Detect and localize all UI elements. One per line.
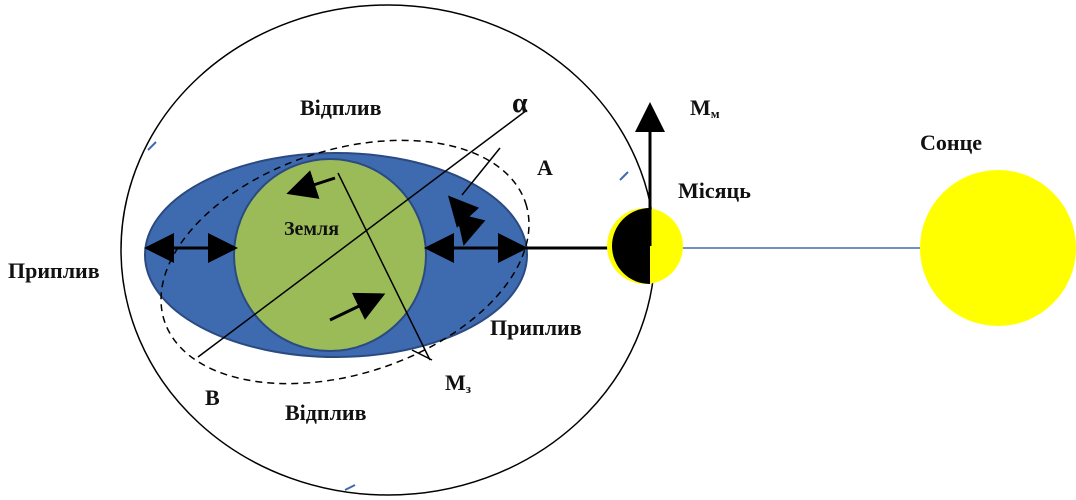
label-sub: з xyxy=(466,381,471,396)
label: Mм xyxy=(690,95,720,121)
label: Приплив xyxy=(490,315,582,340)
label: Відплив xyxy=(285,400,367,425)
label-sub: м xyxy=(711,106,720,121)
label: Mз xyxy=(445,370,471,396)
label-main: M xyxy=(690,95,711,120)
tide-diagram: Відплив Відплив Приплив Приплив α A B Зе… xyxy=(0,0,1076,500)
label: Місяць xyxy=(678,178,751,203)
sun xyxy=(920,170,1076,326)
label: α xyxy=(512,88,528,119)
label: Земля xyxy=(284,218,339,240)
earth xyxy=(234,159,426,351)
moon-dark-side xyxy=(612,208,650,284)
label: A xyxy=(537,155,553,180)
label: B xyxy=(205,385,220,410)
label-main: M xyxy=(445,370,466,395)
label: Приплив xyxy=(8,258,100,283)
label: Відплив xyxy=(300,95,382,120)
label: Сонце xyxy=(920,130,982,155)
